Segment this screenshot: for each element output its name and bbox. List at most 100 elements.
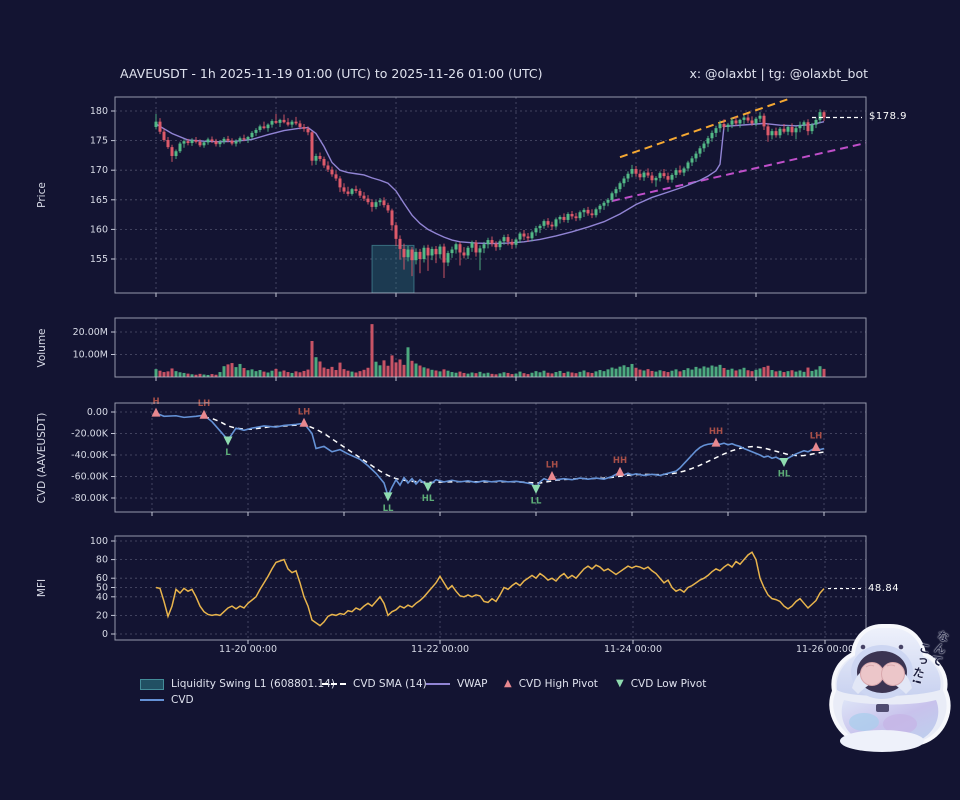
chart-title: AAVEUSDT - 1h 2025-11-19 01:00 (UTC) to … bbox=[120, 66, 543, 81]
candle-body bbox=[798, 125, 802, 129]
volume-bar bbox=[594, 371, 598, 377]
candle-body bbox=[322, 158, 326, 166]
candle-body bbox=[682, 168, 686, 173]
candle-body bbox=[366, 198, 370, 203]
y-tick-label: 0.00 bbox=[87, 407, 108, 418]
cvd-swatch-icon bbox=[140, 699, 164, 701]
y-tick-label: 165 bbox=[90, 195, 108, 206]
volume-bar bbox=[758, 368, 762, 377]
candle-body bbox=[546, 221, 550, 225]
vwap-line bbox=[155, 120, 825, 245]
candle-body bbox=[178, 143, 182, 152]
volume-bar bbox=[666, 372, 670, 377]
candle-body bbox=[450, 249, 454, 254]
candle-body bbox=[170, 147, 174, 156]
volume-bar bbox=[714, 366, 718, 377]
volume-bar bbox=[238, 363, 242, 377]
legend-label: VWAP bbox=[457, 678, 488, 690]
candle-body bbox=[618, 183, 622, 190]
volume-bars-layer bbox=[154, 324, 826, 377]
candle-body bbox=[482, 244, 486, 249]
volume-bar bbox=[486, 372, 490, 377]
volume-bar bbox=[694, 366, 698, 377]
candle-body bbox=[694, 153, 698, 159]
volume-bar bbox=[162, 372, 166, 377]
body-patch-blue bbox=[849, 713, 879, 731]
volume-bar bbox=[490, 373, 494, 377]
candle-body bbox=[562, 216, 566, 220]
volume-bar bbox=[498, 373, 502, 377]
volume-bar bbox=[530, 372, 534, 377]
x-tick-label: 11-22 00:00 bbox=[411, 644, 469, 655]
volume-bar bbox=[534, 371, 538, 377]
volume-bar bbox=[522, 373, 526, 377]
volume-bar bbox=[738, 369, 742, 377]
volume-bar bbox=[734, 370, 738, 377]
candle-body bbox=[470, 242, 474, 248]
lower-support-trendline bbox=[611, 141, 866, 202]
candle-body bbox=[406, 249, 410, 258]
volume-bar bbox=[502, 372, 506, 377]
volume-bar bbox=[674, 369, 678, 377]
volume-bar bbox=[358, 371, 362, 377]
volume-bar bbox=[658, 370, 662, 377]
volume-bar bbox=[442, 369, 446, 377]
volume-bar bbox=[626, 367, 630, 377]
x-tick-label: 11-24 00:00 bbox=[604, 644, 662, 655]
volume-bar bbox=[786, 371, 790, 377]
volume-bar bbox=[326, 368, 330, 377]
candle-body bbox=[634, 169, 638, 174]
volume-bar bbox=[294, 371, 298, 377]
volume-bar bbox=[702, 366, 706, 377]
finger-lines bbox=[865, 664, 896, 668]
candle-body bbox=[746, 117, 750, 121]
volume-bar bbox=[774, 371, 778, 377]
volume-bar bbox=[770, 370, 774, 377]
candle-body bbox=[302, 126, 306, 129]
volume-bar bbox=[462, 372, 466, 377]
cvd-high-pivot-marker bbox=[615, 466, 625, 476]
y-tick-label: -20.00K bbox=[71, 429, 109, 440]
volume-bar bbox=[670, 370, 674, 377]
mascot-sticker: なんて こった! bbox=[818, 614, 960, 766]
candle-body bbox=[262, 126, 266, 129]
candle-body bbox=[538, 225, 542, 229]
candle-body bbox=[166, 140, 170, 148]
volume-bar bbox=[538, 372, 542, 377]
chest-emblem bbox=[876, 704, 889, 712]
volume-bar bbox=[242, 368, 246, 377]
candle-body bbox=[518, 233, 522, 240]
candle-body bbox=[314, 155, 318, 161]
legend-item-vwap: VWAP bbox=[426, 678, 488, 690]
candle-body bbox=[506, 237, 510, 242]
volume-bar bbox=[342, 369, 346, 377]
cvd-pivot-label: LH bbox=[298, 407, 311, 417]
candle-body bbox=[390, 210, 394, 226]
candle-body bbox=[578, 212, 582, 219]
candle-body bbox=[218, 141, 222, 145]
volume-bar bbox=[622, 365, 626, 377]
volume-bar bbox=[202, 374, 206, 377]
candle-body bbox=[570, 214, 574, 217]
y-tick-label: 180 bbox=[90, 106, 108, 117]
volume-bar bbox=[550, 373, 554, 377]
volume-bar bbox=[586, 372, 590, 377]
candle-body bbox=[750, 120, 754, 124]
candle-body bbox=[318, 155, 322, 159]
volume-bar bbox=[454, 372, 458, 377]
volume-bar bbox=[814, 369, 818, 377]
vwap-swatch-icon bbox=[426, 683, 450, 685]
candle-body bbox=[494, 243, 498, 248]
candle-body bbox=[394, 225, 398, 239]
volume-bar bbox=[638, 369, 642, 377]
candle-body bbox=[270, 121, 274, 125]
candle-body bbox=[666, 176, 670, 180]
y-tick-label: 175 bbox=[90, 136, 108, 147]
cvd-pivot-label: HL bbox=[778, 469, 791, 479]
candle-body bbox=[762, 115, 766, 127]
volume-bar bbox=[434, 370, 438, 377]
volume-bar bbox=[402, 364, 406, 377]
volume-bar bbox=[190, 374, 194, 377]
